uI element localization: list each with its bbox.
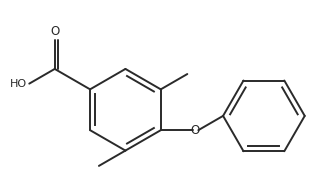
Text: O: O bbox=[50, 25, 59, 38]
Text: O: O bbox=[191, 124, 200, 137]
Text: HO: HO bbox=[10, 79, 27, 89]
